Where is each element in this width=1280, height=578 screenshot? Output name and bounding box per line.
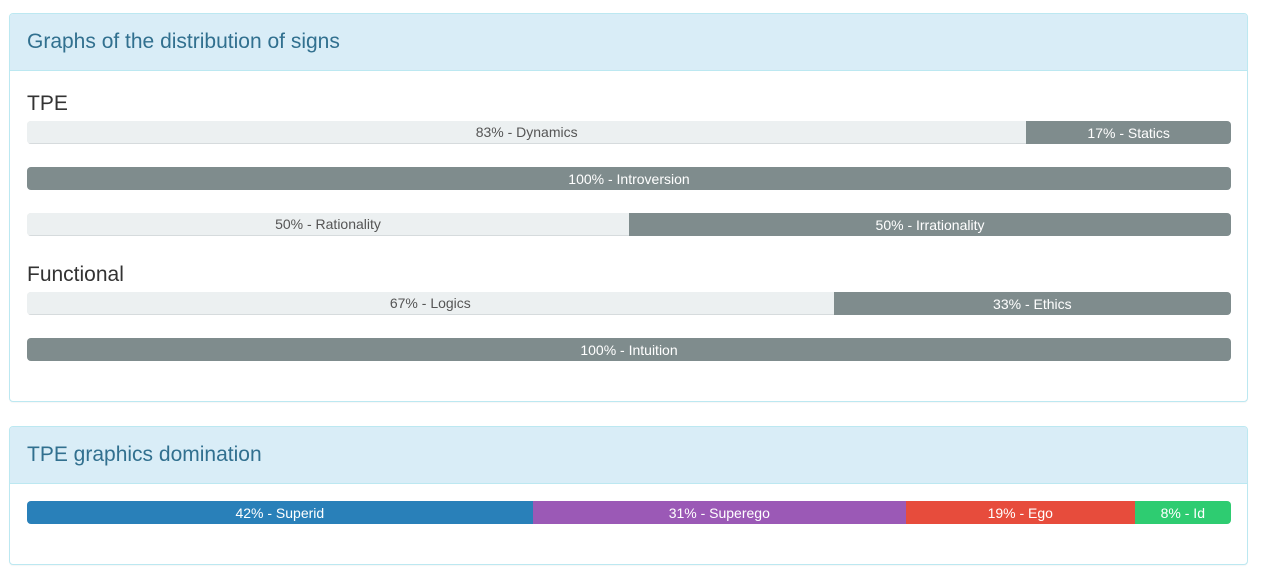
progress-bar-dynamics-statics: 83% - Dynamics 17% - Statics: [27, 121, 1231, 144]
progress-segment-superego: 31% - Superego: [532, 501, 906, 524]
progress-segment-introversion: 100% - Introversion: [27, 167, 1231, 190]
progress-segment-id: 8% - Id: [1134, 501, 1231, 524]
progress-bar-logics-ethics: 67% - Logics 33% - Ethics: [27, 292, 1231, 315]
progress-segment-statics: 17% - Statics: [1026, 121, 1231, 144]
domination-panel: TPE graphics domination 42% - Superid 31…: [9, 426, 1248, 565]
domination-panel-heading: TPE graphics domination: [10, 427, 1247, 484]
progress-segment-logics: 67% - Logics: [27, 292, 834, 315]
progress-segment-rationality: 50% - Rationality: [27, 213, 629, 236]
distribution-panel: Graphs of the distribution of signs TPE …: [9, 13, 1248, 402]
progress-segment-superid: 42% - Superid: [27, 501, 533, 524]
progress-segment-intuition: 100% - Intuition: [27, 338, 1231, 361]
progress-segment-ethics: 33% - Ethics: [833, 292, 1231, 315]
progress-bar-rationality-irrationality: 50% - Rationality 50% - Irrationality: [27, 213, 1231, 236]
progress-bar-intuition: 100% - Intuition: [27, 338, 1231, 361]
progress-segment-ego: 19% - Ego: [905, 501, 1135, 524]
progress-segment-irrationality: 50% - Irrationality: [629, 213, 1231, 236]
domination-panel-title: TPE graphics domination: [27, 443, 262, 466]
progress-bar-domination: 42% - Superid 31% - Superego 19% - Ego 8…: [27, 501, 1231, 524]
distribution-panel-heading: Graphs of the distribution of signs: [10, 14, 1247, 71]
tpe-heading: TPE: [27, 92, 68, 115]
progress-bar-introversion: 100% - Introversion: [27, 167, 1231, 190]
progress-segment-dynamics: 83% - Dynamics: [27, 121, 1027, 144]
distribution-panel-title: Graphs of the distribution of signs: [27, 30, 340, 53]
functional-heading: Functional: [27, 263, 124, 286]
